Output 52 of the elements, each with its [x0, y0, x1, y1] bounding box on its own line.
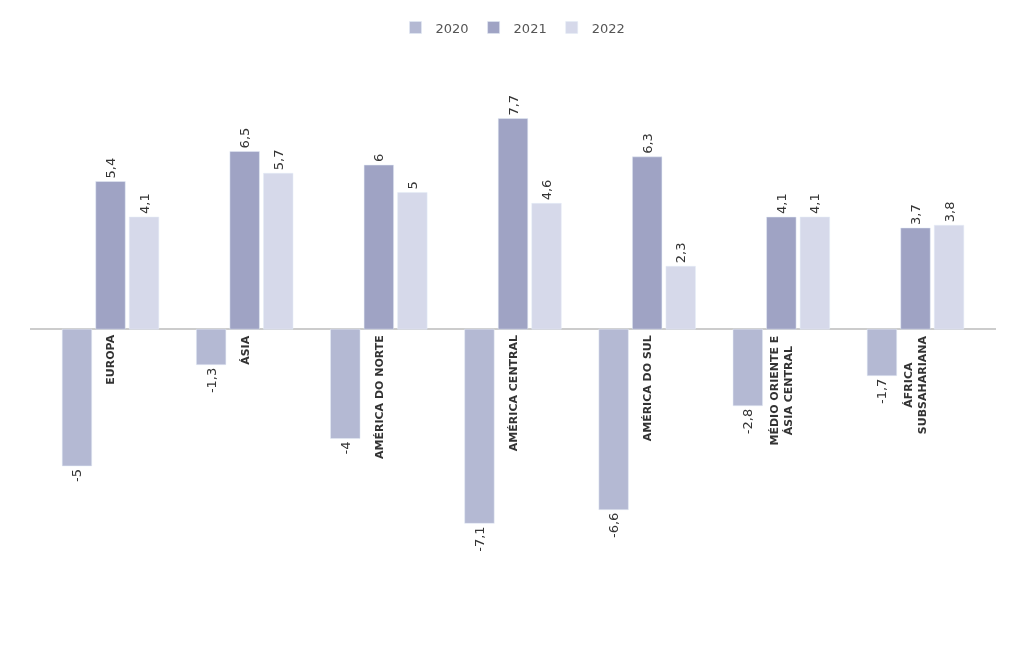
bar [61, 328, 92, 467]
bar [766, 216, 797, 330]
data-label: 5,7 [270, 149, 286, 171]
bar [464, 328, 495, 524]
data-label: 4,1 [136, 193, 152, 215]
data-label: 3,7 [908, 204, 923, 225]
legend-label: 2021 [513, 20, 547, 36]
legend-label: 2020 [435, 20, 469, 36]
bar [900, 227, 931, 330]
data-label: -5 [69, 468, 85, 482]
data-label: 4,1 [773, 193, 789, 215]
data-label: -2,8 [740, 408, 756, 435]
bar [330, 328, 361, 439]
data-label: 5,4 [103, 157, 118, 179]
data-label: -7,1 [471, 526, 487, 552]
x-tick-label: ÁFRICA SUBSAHARIANA [901, 335, 930, 435]
data-label: 7,7 [505, 94, 521, 116]
x-tick-label: MÉDIO ORIENTE E ÁSIA CENTRAL [768, 335, 796, 446]
bar [531, 203, 562, 330]
x-tick-label: AMÉRICA DO SUL [641, 335, 655, 442]
data-label: -1,7 [874, 378, 890, 405]
data-label: 3,8 [941, 201, 957, 223]
data-label: -1,3 [203, 367, 219, 394]
bar [397, 192, 428, 330]
bar [632, 156, 663, 330]
x-tick-label: EUROPA [104, 334, 118, 385]
x-tick-label: AMÉRICA DO NORTE [372, 335, 386, 459]
bar [665, 266, 696, 330]
bar [934, 224, 965, 330]
bar [196, 328, 227, 365]
data-label: 5 [404, 181, 420, 190]
data-label: -4 [337, 441, 353, 455]
bar [799, 216, 830, 330]
bar [866, 328, 897, 376]
bar [95, 181, 126, 330]
data-label: 6,3 [639, 133, 655, 154]
x-tick-label: AMÉRICA CENTRAL [506, 334, 520, 452]
data-label: 2,3 [673, 242, 689, 264]
data-label: 6,5 [237, 127, 253, 149]
bar [732, 328, 763, 406]
data-label: 4,1 [807, 193, 823, 215]
bar [129, 216, 160, 330]
data-label: 4,6 [539, 179, 555, 201]
bar [598, 328, 629, 510]
bar [497, 118, 529, 330]
bar [363, 164, 394, 330]
bar [263, 173, 294, 330]
x-tick-label: ÁSIA [238, 335, 252, 365]
legend-label: 2022 [591, 20, 625, 36]
bar [229, 151, 260, 330]
data-label: -6,6 [606, 512, 622, 539]
data-label: 6 [371, 153, 387, 163]
